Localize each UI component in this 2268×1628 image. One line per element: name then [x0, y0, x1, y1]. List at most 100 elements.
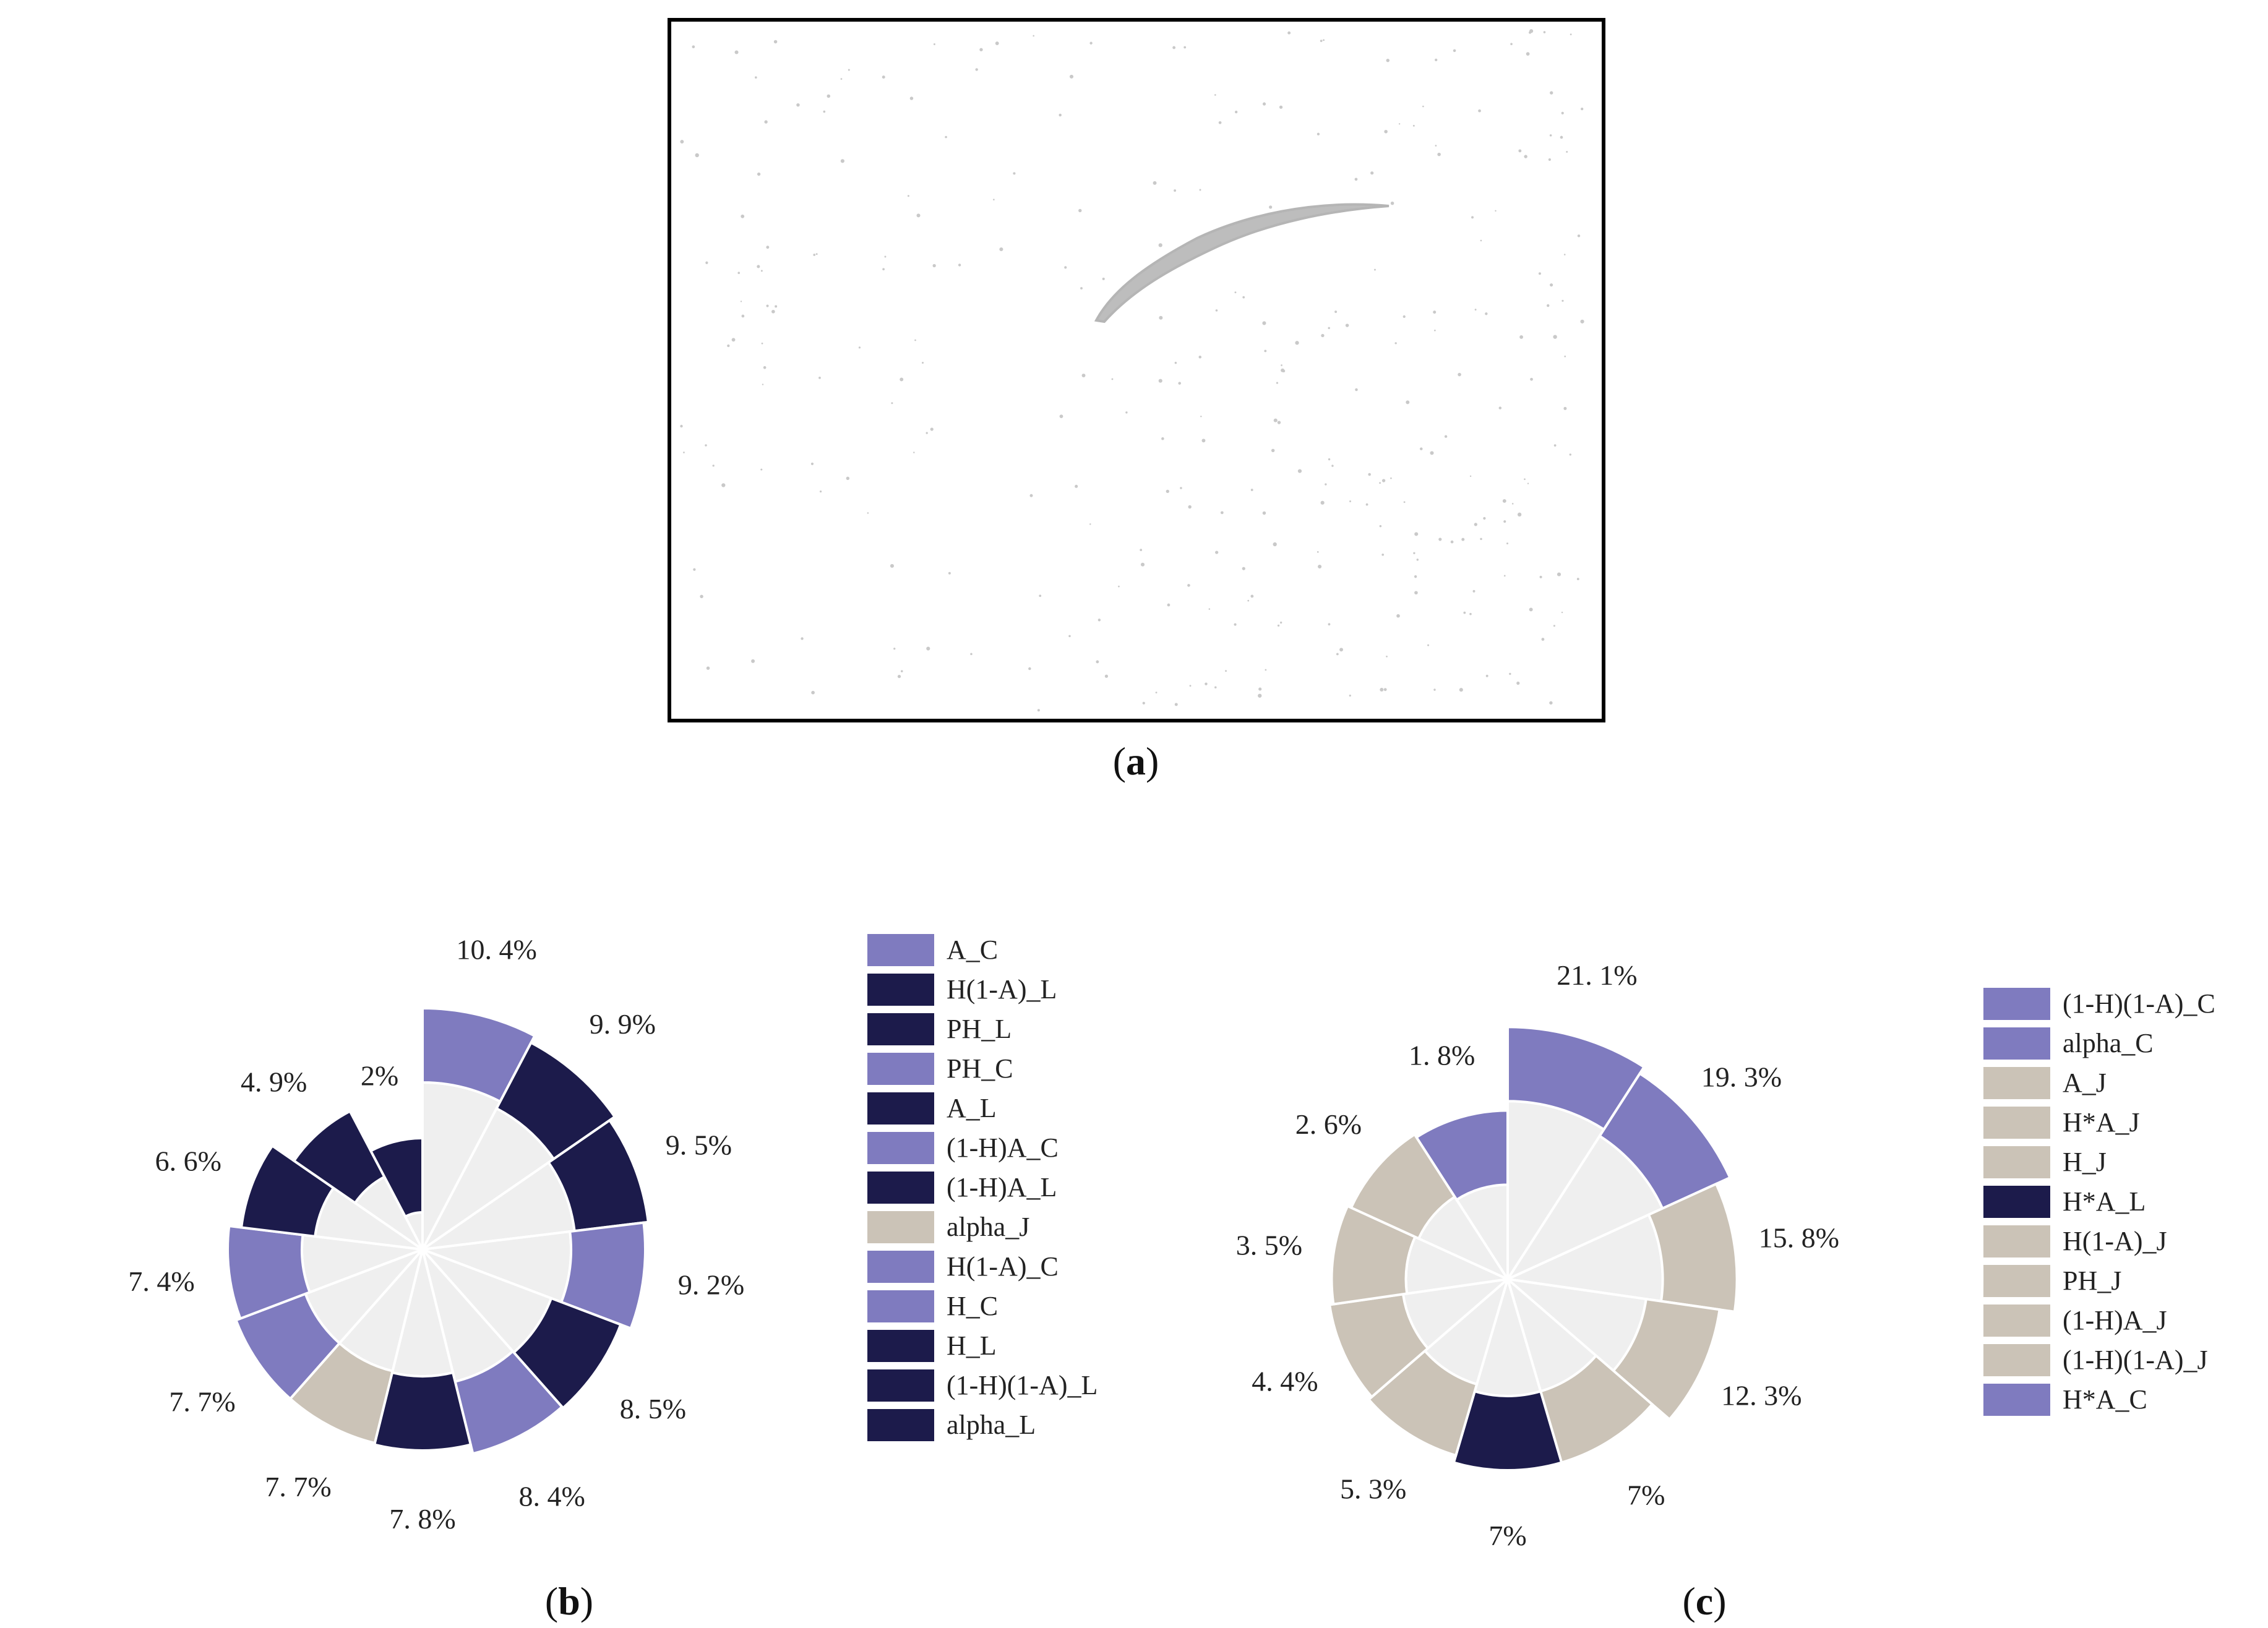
speckle: [1336, 653, 1339, 656]
speckle: [1039, 594, 1042, 598]
speckle: [1394, 342, 1397, 345]
speckle: [1435, 145, 1437, 147]
speckle: [1096, 660, 1099, 664]
speckle: [1277, 421, 1281, 424]
speckle: [1412, 124, 1415, 127]
legend-swatch: [867, 1409, 934, 1441]
speckle: [700, 594, 703, 599]
speckle: [1444, 435, 1448, 438]
speckle: [775, 305, 778, 308]
speckle: [907, 195, 909, 197]
speckle: [1435, 58, 1438, 61]
speckle: [1142, 701, 1145, 705]
speckle: [1317, 551, 1319, 553]
speckle: [1495, 210, 1497, 212]
speckle: [1331, 465, 1334, 467]
legend-swatch: [1983, 1186, 2050, 1218]
speckle: [1580, 319, 1584, 323]
speckle: [1214, 686, 1217, 688]
speckle: [1140, 562, 1145, 567]
speckle: [1247, 599, 1250, 602]
speckle: [1297, 469, 1302, 473]
speckle: [1334, 311, 1338, 314]
value-label: 5. 3%: [1340, 1473, 1406, 1504]
speckle: [1390, 201, 1394, 205]
speckle: [958, 263, 961, 267]
value-label: 4. 9%: [241, 1066, 307, 1098]
speckle: [1167, 603, 1171, 607]
speckle: [1059, 113, 1062, 117]
speckle: [1155, 692, 1158, 694]
speckle: [741, 314, 745, 318]
speckle: [1379, 525, 1382, 528]
legend-swatch: [1983, 1107, 2050, 1139]
speckle: [1560, 135, 1563, 139]
speckle: [1549, 701, 1553, 705]
speckle: [1416, 559, 1419, 561]
speckle: [741, 214, 745, 218]
speckle: [1118, 585, 1120, 588]
speckle: [1386, 58, 1390, 62]
speckle: [1539, 575, 1542, 578]
value-label: 7%: [1627, 1479, 1665, 1510]
legend-label: A_C: [947, 935, 998, 965]
speckle: [916, 213, 921, 218]
speckle: [1530, 377, 1533, 381]
speckle: [846, 476, 850, 481]
speckle: [1581, 107, 1584, 111]
speckle: [1345, 323, 1349, 327]
speckle: [1485, 312, 1488, 315]
speckle: [1328, 623, 1331, 626]
speckle: [1506, 542, 1509, 545]
speckle: [1529, 29, 1534, 33]
speckle: [970, 653, 973, 656]
speckle: [1419, 447, 1423, 450]
speckle: [1183, 46, 1187, 49]
speckle: [1264, 349, 1267, 353]
value-label: 9. 2%: [678, 1269, 744, 1301]
speckle: [1200, 416, 1202, 418]
speckle: [1320, 500, 1325, 505]
speckle: [909, 96, 914, 100]
speckle: [933, 43, 935, 46]
speckle: [1281, 364, 1282, 366]
speckle: [811, 690, 815, 695]
speckle: [1433, 311, 1437, 314]
value-label: 10. 4%: [456, 934, 536, 966]
value-label: 9. 5%: [666, 1129, 732, 1161]
speckle: [1354, 178, 1358, 181]
value-label: 2%: [361, 1060, 398, 1091]
speckle: [680, 140, 684, 144]
speckle: [1472, 589, 1475, 593]
speckle: [1068, 635, 1071, 638]
rose-bar: [421, 1006, 536, 1103]
speckle: [692, 45, 695, 48]
speckle: [1258, 687, 1262, 691]
speckle: [1265, 669, 1267, 671]
rose-bar: [234, 1292, 341, 1401]
speckle: [858, 346, 861, 349]
panel-a-image-frame: [668, 18, 1605, 722]
speckle: [900, 670, 903, 672]
speckle: [1561, 299, 1564, 302]
speckle: [1262, 102, 1266, 106]
value-label: 4. 4%: [1252, 1365, 1318, 1397]
legend-swatch: [867, 1172, 934, 1204]
speckle: [727, 344, 730, 348]
speckle: [1199, 189, 1201, 191]
speckle: [705, 444, 707, 447]
speckle: [867, 512, 869, 514]
panel-c: 21. 1% 19. 3% 15. 8% 12. 3% 7% 7% 5. 3% 4. 4% 3.…: [1236, 959, 2215, 1623]
speckle: [1480, 239, 1482, 242]
speckle: [1069, 74, 1074, 79]
speckle: [1553, 444, 1557, 447]
legend-swatch: [1983, 1067, 2050, 1099]
value-label: 8. 4%: [518, 1480, 585, 1512]
speckle: [1550, 91, 1553, 95]
speckle: [1547, 304, 1550, 307]
speckle: [1398, 123, 1401, 125]
speckle: [712, 465, 715, 467]
caption-b: (b): [545, 1579, 593, 1623]
speckle: [1386, 656, 1388, 658]
speckle: [1234, 623, 1237, 626]
